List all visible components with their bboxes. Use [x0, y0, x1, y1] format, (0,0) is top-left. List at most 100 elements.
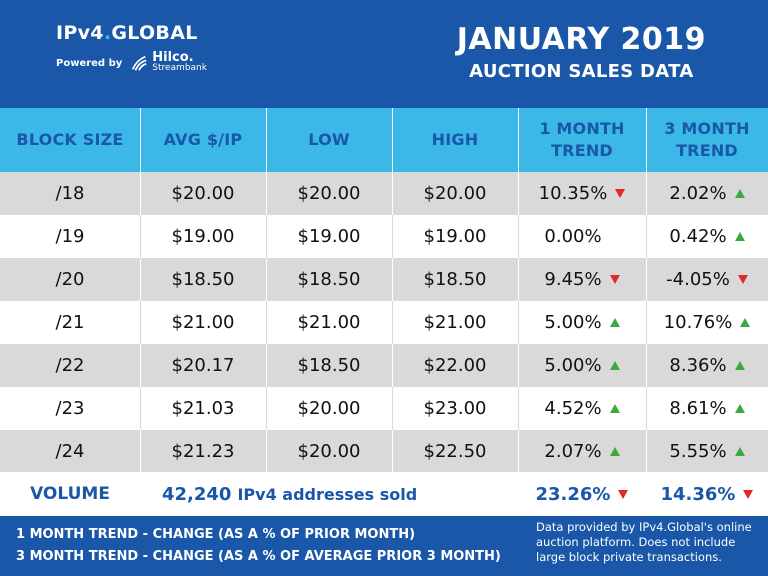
cell-value: $20.00 [297, 183, 361, 204]
cell-value: $18.50 [297, 269, 361, 290]
cell-avg-per-ip: $21.23 [140, 430, 266, 473]
column-divider [392, 387, 393, 430]
column-divider [518, 387, 519, 430]
volume-count-value: 42,240 [162, 483, 232, 505]
cell-high: $22.50 [392, 430, 518, 473]
arrow-up-icon [609, 447, 620, 456]
cell-value: 8.61% [669, 398, 727, 419]
column-divider [518, 172, 519, 215]
cell-value: -4.05% [666, 269, 730, 290]
column-divider [266, 258, 267, 301]
cell-high: $18.50 [392, 258, 518, 301]
powered-by: Powered by Hilco. Streambank [56, 51, 207, 74]
cell-value: $23.00 [423, 398, 487, 419]
column-divider [646, 172, 647, 215]
footer: 1 MONTH TREND - CHANGE (AS A % OF PRIOR … [0, 516, 768, 576]
cell-low: $21.00 [266, 301, 392, 344]
cell-low: $20.00 [266, 430, 392, 473]
arrow-up-icon [740, 318, 751, 327]
table-row: /23 $21.03 $20.00 $23.00 4.52% 8.61% [0, 387, 768, 430]
cell-high: $23.00 [392, 387, 518, 430]
column-divider [140, 258, 141, 301]
cell-value: $22.50 [423, 441, 487, 462]
column-divider [518, 430, 519, 473]
cell-value: 5.00% [544, 312, 602, 333]
cell-value: $18.50 [423, 269, 487, 290]
column-divider [518, 258, 519, 301]
arrow-down-icon [615, 189, 626, 198]
column-divider [140, 430, 141, 473]
cell-value: /24 [55, 441, 85, 462]
arrow-up-icon [734, 189, 745, 198]
cell-high: $20.00 [392, 172, 518, 215]
volume-count-label: IPv4 addresses sold [237, 484, 418, 504]
column-header-high: HIGH [431, 130, 479, 149]
column-header-block-size: BLOCK SIZE [16, 130, 124, 149]
arrow-down-icon [609, 275, 620, 284]
cell-high: $19.00 [392, 215, 518, 258]
table-header-row: BLOCK SIZE AVG $/IP LOW HIGH 1 MONTH TREND 3 M… [0, 108, 768, 172]
volume-3-month-trend: 14.36% [646, 472, 768, 516]
cell-avg-per-ip: $20.17 [140, 344, 266, 387]
arrow-up-icon [609, 361, 620, 370]
cell-1-month-trend: 5.00% [518, 344, 646, 387]
column-divider [266, 430, 267, 473]
cell-3-month-trend: 0.42% [646, 215, 768, 258]
cell-value: $19.00 [423, 226, 487, 247]
cell-avg-per-ip: $19.00 [140, 215, 266, 258]
trend-legend: 1 MONTH TREND - CHANGE (AS A % OF PRIOR … [16, 524, 501, 568]
page-title: JANUARY 2019 AUCTION SALES DATA [457, 22, 706, 82]
legend-3-month: 3 MONTH TREND - CHANGE (AS A % OF AVERAG… [16, 549, 501, 564]
cell-block-size: /23 [0, 387, 140, 430]
cell-block-size: /24 [0, 430, 140, 473]
trend-value: 14.36% [660, 483, 736, 505]
cell-1-month-trend: 5.00% [518, 301, 646, 344]
title-month: JANUARY 2019 [456, 22, 706, 57]
cell-value: 0.42% [669, 226, 727, 247]
table-row: /22 $20.17 $18.50 $22.00 5.00% 8.36% [0, 344, 768, 387]
powered-by-text: Powered by [56, 57, 123, 69]
cell-value: $20.00 [297, 398, 361, 419]
column-divider [646, 344, 647, 387]
cell-value: $21.00 [423, 312, 487, 333]
cell-low: $20.00 [266, 387, 392, 430]
column-divider [646, 387, 647, 430]
table-row: /24 $21.23 $20.00 $22.50 2.07% 5.55% [0, 430, 768, 473]
column-divider [140, 108, 141, 172]
volume-label: VOLUME [30, 484, 110, 504]
cell-value: /18 [55, 183, 85, 204]
table-row: /19 $19.00 $19.00 $19.00 0.00% 0.42% [0, 215, 768, 258]
column-divider [392, 215, 393, 258]
cell-value: /20 [55, 269, 85, 290]
arrow-up-icon [609, 404, 620, 413]
cell-low: $18.50 [266, 344, 392, 387]
brand-logo: IPv4.GLOBAL Powered by Hilco. Streambank [56, 22, 207, 74]
column-divider [518, 108, 519, 172]
column-divider [518, 344, 519, 387]
arrow-down-icon [618, 489, 629, 499]
arrow-up-icon [734, 232, 745, 241]
column-divider [518, 215, 519, 258]
cell-block-size: /19 [0, 215, 140, 258]
column-divider [140, 215, 141, 258]
cell-low: $18.50 [266, 258, 392, 301]
arrow-up-icon [734, 404, 745, 413]
cell-block-size: /18 [0, 172, 140, 215]
cell-value: 4.52% [544, 398, 602, 419]
cell-1-month-trend: 4.52% [518, 387, 646, 430]
cell-value: 2.07% [544, 441, 602, 462]
column-divider [392, 344, 393, 387]
arrow-down-icon [743, 489, 754, 499]
cell-value: $20.00 [171, 183, 235, 204]
cell-value: /22 [55, 355, 85, 376]
column-divider [646, 430, 647, 473]
column-header-avg-per-ip: AVG $/IP [163, 130, 243, 149]
cell-block-size: /20 [0, 258, 140, 301]
cell-block-size: /22 [0, 344, 140, 387]
cell-avg-per-ip: $21.00 [140, 301, 266, 344]
cell-value: 8.36% [669, 355, 727, 376]
column-header-low: LOW [308, 130, 350, 149]
column-divider [646, 108, 647, 172]
cell-value: /19 [55, 226, 85, 247]
cell-value: $18.50 [171, 269, 235, 290]
